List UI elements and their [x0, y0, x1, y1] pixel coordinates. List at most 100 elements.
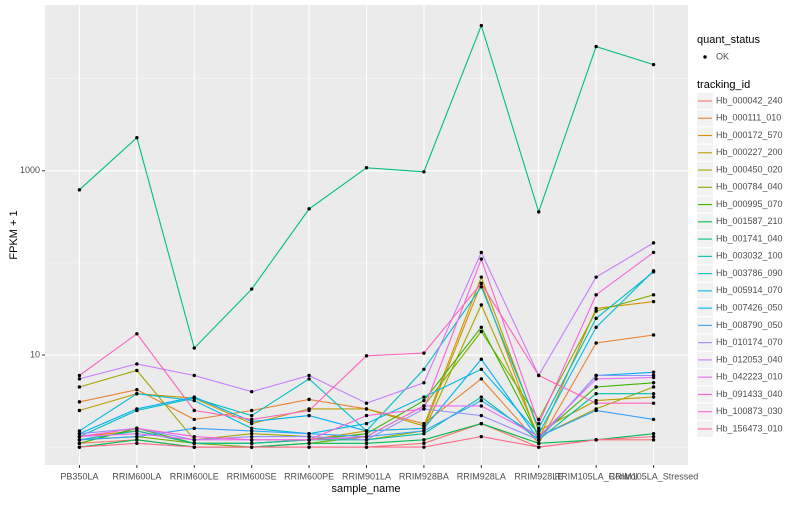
- point: [422, 404, 426, 408]
- point: [594, 44, 598, 49]
- x-tick-label: RRIM105LA_Stressed: [609, 471, 699, 481]
- point: [135, 362, 139, 366]
- point: [77, 431, 82, 436]
- point: [307, 438, 311, 442]
- point: [307, 431, 311, 436]
- legend-label: Hb_003786_090: [716, 268, 783, 278]
- point: [364, 429, 369, 433]
- legend-label: Hb_005914_070: [716, 285, 783, 295]
- point: [479, 377, 484, 381]
- x-tick-label: RRIM600LE: [170, 471, 219, 481]
- point: [651, 241, 656, 245]
- legend-label: Hb_000227_200: [716, 147, 783, 157]
- x-axis-title: sample_name: [331, 483, 400, 495]
- point: [249, 441, 254, 446]
- point: [594, 401, 598, 405]
- point: [192, 408, 196, 413]
- point: [537, 445, 541, 449]
- point: [364, 421, 369, 426]
- point: [594, 293, 598, 297]
- point: [364, 431, 369, 436]
- legend-label: Hb_042223_010: [716, 372, 783, 382]
- point: [192, 426, 196, 431]
- point: [594, 325, 598, 329]
- point: [479, 395, 484, 399]
- point: [537, 441, 541, 446]
- lines: [77, 23, 656, 449]
- point: [422, 431, 426, 436]
- point: [422, 170, 426, 174]
- point: [479, 275, 484, 279]
- x-tick-label: RRIM600PE: [284, 471, 334, 481]
- point: [651, 431, 656, 436]
- point: [249, 429, 254, 433]
- point: [77, 429, 82, 433]
- point: [422, 445, 426, 449]
- point: [422, 438, 426, 442]
- legend-label: Hb_100873_030: [716, 406, 783, 416]
- point: [135, 438, 139, 442]
- point: [249, 413, 254, 418]
- point: [77, 441, 82, 446]
- point: [479, 285, 484, 289]
- point: [422, 424, 426, 428]
- point: [594, 275, 598, 279]
- point: [479, 367, 484, 371]
- point: [192, 417, 196, 422]
- point: [364, 407, 369, 411]
- point: [651, 333, 656, 337]
- point: [594, 385, 598, 389]
- point: [249, 438, 254, 442]
- point: [77, 373, 82, 378]
- point: [594, 306, 598, 311]
- point: [249, 445, 254, 449]
- point: [651, 375, 656, 380]
- point: [479, 23, 484, 28]
- point: [192, 346, 196, 350]
- point: [422, 398, 426, 403]
- point: [135, 431, 139, 436]
- point: [479, 257, 484, 261]
- point: [537, 373, 541, 378]
- point: [651, 392, 656, 396]
- point: [192, 373, 196, 378]
- point: [594, 398, 598, 403]
- point: [192, 445, 196, 449]
- legend-label: Hb_010174_070: [716, 337, 783, 347]
- point: [249, 287, 254, 291]
- point: [422, 367, 426, 371]
- point: [192, 441, 196, 446]
- point: [537, 417, 541, 422]
- legend-label: Hb_000172_570: [716, 130, 783, 140]
- point: [77, 188, 82, 192]
- legend-label: Hb_001741_040: [716, 233, 783, 243]
- point: [135, 368, 139, 373]
- point: [479, 398, 484, 403]
- point: [192, 438, 196, 442]
- y-tick-label: 1000: [20, 165, 40, 175]
- point: [479, 413, 484, 418]
- point: [651, 434, 656, 439]
- legend-label: Hb_091433_040: [716, 389, 783, 399]
- x-tick-label: RRIM901LA: [342, 471, 391, 481]
- point: [307, 413, 311, 418]
- point: [479, 421, 484, 426]
- point: [364, 445, 369, 449]
- point: [422, 381, 426, 385]
- point: [307, 441, 311, 446]
- status-legend-label: OK: [716, 51, 729, 61]
- legend-title: tracking_id: [697, 79, 750, 91]
- point: [537, 429, 541, 433]
- point: [364, 441, 369, 446]
- legend-label: Hb_000450_020: [716, 164, 783, 174]
- point: [77, 400, 82, 404]
- point: [594, 408, 598, 413]
- point: [537, 438, 541, 442]
- y-tick-label: 10: [30, 349, 40, 359]
- x-tick-label: RRIM928BA: [399, 471, 449, 481]
- point: [537, 426, 541, 431]
- point: [307, 377, 311, 381]
- point: [651, 370, 656, 374]
- x-tick-label: RRIM928LE: [514, 471, 563, 481]
